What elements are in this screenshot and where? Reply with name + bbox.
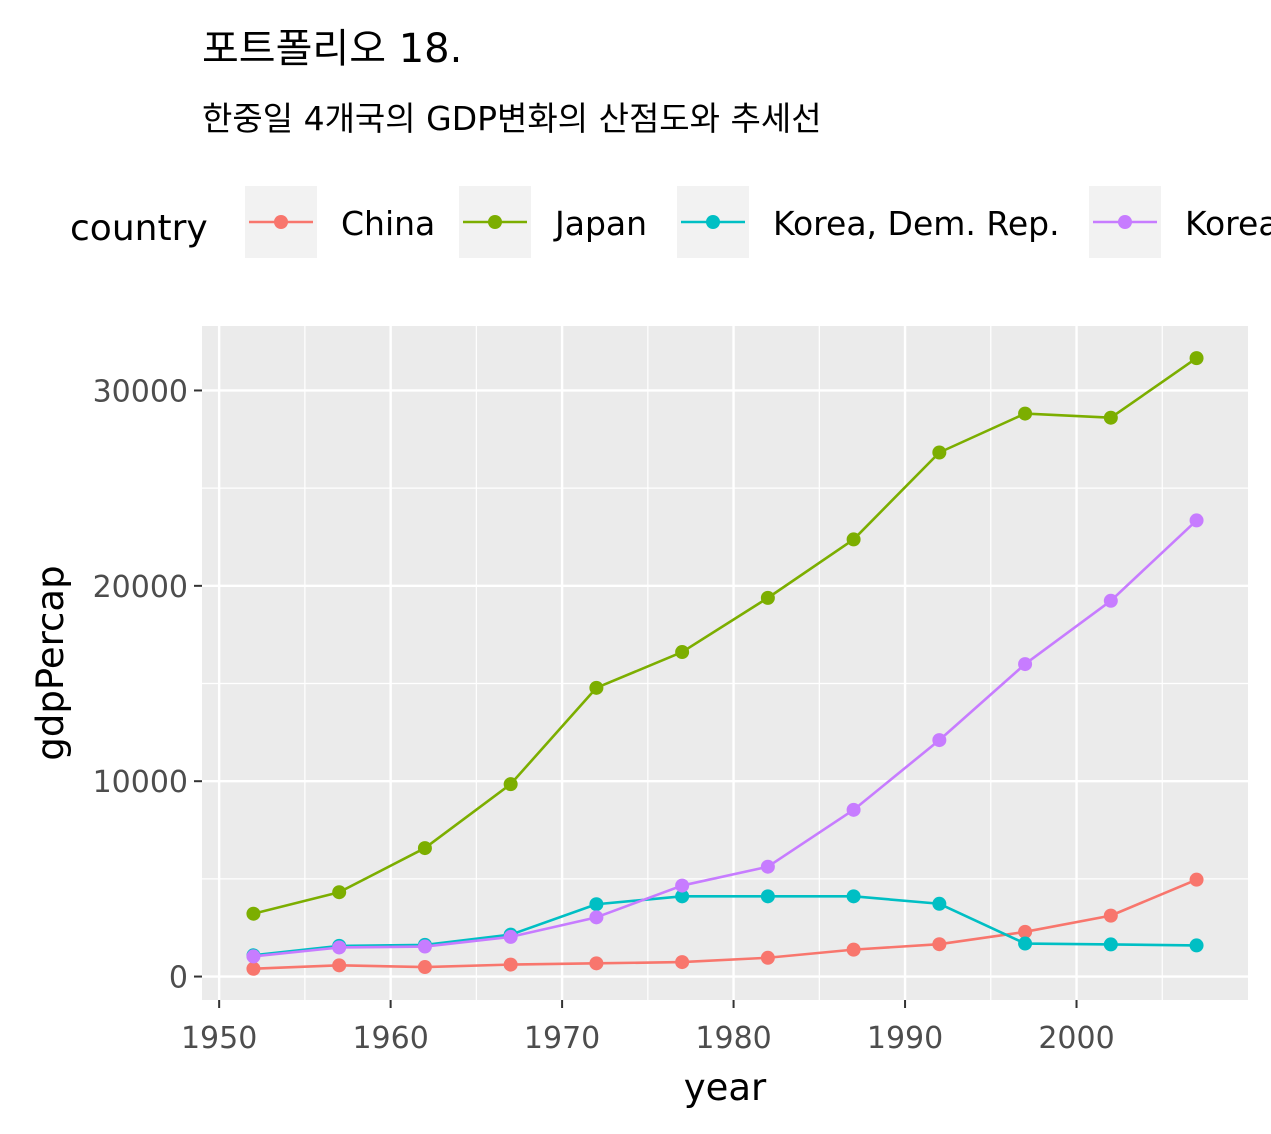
x-axis-title: year xyxy=(684,1066,767,1109)
y-tick-label: 0 xyxy=(169,961,188,996)
data-point xyxy=(1103,410,1118,425)
data-point xyxy=(1189,872,1204,887)
x-tick-label: 1950 xyxy=(181,1021,257,1056)
x-tick-label: 1980 xyxy=(695,1021,771,1056)
data-point xyxy=(675,878,690,893)
data-point xyxy=(846,942,861,957)
data-point xyxy=(589,897,604,912)
legend-label: Korea, Dem. Rep. xyxy=(773,204,1060,243)
legend-label: China xyxy=(341,204,435,243)
x-axis: 1950 1960 1970 1980 1990 2000 xyxy=(181,1000,1115,1056)
data-point xyxy=(932,445,947,460)
data-point xyxy=(1103,908,1118,923)
y-axis-title: gdpPercap xyxy=(29,565,72,760)
data-point xyxy=(932,896,947,911)
y-tick-label: 10000 xyxy=(93,765,188,800)
data-point xyxy=(417,960,432,975)
data-point xyxy=(932,733,947,748)
data-point xyxy=(1018,924,1033,939)
data-point xyxy=(760,590,775,605)
data-point xyxy=(675,645,690,660)
grid-major xyxy=(202,326,1248,1000)
data-point xyxy=(760,859,775,874)
legend: country China Japan Korea, Dem. Rep. Korea,… xyxy=(70,186,1271,258)
x-tick-label: 2000 xyxy=(1038,1021,1114,1056)
data-point xyxy=(589,910,604,925)
grid-minor xyxy=(202,326,1248,1000)
data-point xyxy=(589,680,604,695)
legend-label: Korea, Rep. xyxy=(1185,204,1271,243)
chart-subtitle: 한중일 4개국의 GDP변화의 산점도와 추세선 xyxy=(202,99,822,138)
data-point xyxy=(332,885,347,900)
data-point xyxy=(846,532,861,547)
data-point xyxy=(760,950,775,965)
series-line xyxy=(253,895,1197,957)
y-tick-label: 20000 xyxy=(93,570,188,605)
data-point xyxy=(1018,936,1033,951)
data-point xyxy=(760,889,775,904)
data-point xyxy=(417,939,432,954)
data-point xyxy=(1189,513,1204,528)
data-point xyxy=(1018,406,1033,421)
legend-label: Japan xyxy=(553,204,647,243)
data-point xyxy=(932,937,947,952)
series-layer xyxy=(246,351,1204,976)
data-point xyxy=(1103,937,1118,952)
x-tick-label: 1990 xyxy=(867,1021,943,1056)
data-point xyxy=(332,940,347,955)
series-line xyxy=(253,357,1198,915)
data-point xyxy=(503,957,518,972)
data-point xyxy=(846,889,861,904)
chart-title: 포트폴리오 18. xyxy=(202,26,462,72)
data-point xyxy=(417,841,432,856)
data-point xyxy=(332,958,347,973)
x-tick-label: 1970 xyxy=(524,1021,600,1056)
data-point xyxy=(246,961,261,976)
legend-key-point xyxy=(274,215,288,229)
data-point xyxy=(675,955,690,970)
legend-key-point xyxy=(488,215,502,229)
data-point xyxy=(1189,938,1204,953)
data-point xyxy=(503,777,518,792)
data-point xyxy=(1189,351,1204,366)
data-point xyxy=(675,889,690,904)
data-point xyxy=(246,949,261,964)
legend-title: country xyxy=(70,208,208,249)
legend-key-point xyxy=(1118,215,1132,229)
y-tick-label: 30000 xyxy=(93,374,188,409)
data-point xyxy=(503,929,518,944)
series-line xyxy=(253,519,1198,958)
data-point xyxy=(1103,593,1118,608)
data-point xyxy=(589,956,604,971)
y-axis: 0 10000 20000 30000 xyxy=(93,374,202,996)
plot-panel xyxy=(202,326,1248,1000)
data-point xyxy=(246,906,261,921)
legend-key-point xyxy=(706,215,720,229)
x-tick-label: 1960 xyxy=(352,1021,428,1056)
data-point xyxy=(1018,657,1033,672)
series-line xyxy=(253,878,1198,971)
data-point xyxy=(846,802,861,817)
